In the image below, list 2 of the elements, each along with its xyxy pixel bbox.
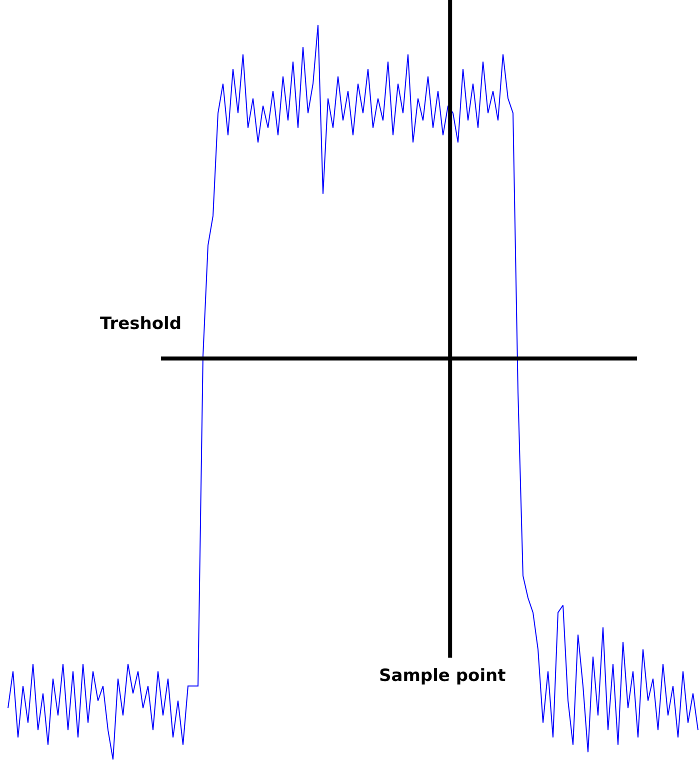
ref-line-label: Treshold — [100, 314, 182, 334]
annotation: Sample point — [379, 666, 506, 686]
